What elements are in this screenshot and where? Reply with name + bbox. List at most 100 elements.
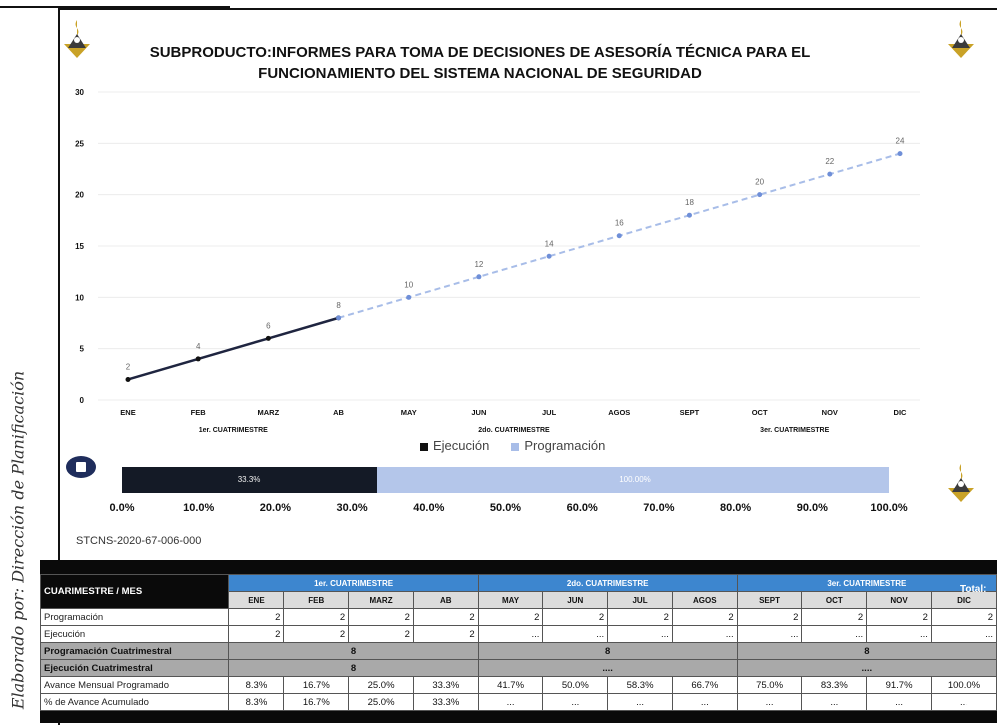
schedule-table: CUARIMESTRE / MES 1er. CUATRIMESTRE 2do. C… <box>39 560 997 723</box>
table-cell: ... <box>801 625 868 643</box>
table-cell: ... <box>477 693 544 711</box>
legend-swatch <box>420 442 428 451</box>
legend-label: Programación <box>524 438 606 453</box>
table-cell: 2 <box>228 625 285 643</box>
row-label: Avance Mensual Programado <box>39 676 230 694</box>
top-rule <box>0 0 230 8</box>
month-header: DIC <box>930 591 997 609</box>
legend-item-ejecucion: Ejecución <box>420 438 489 453</box>
y-tick-label: 0 <box>80 396 85 405</box>
table-cell: 2 <box>348 608 414 626</box>
month-header: AB <box>412 591 479 609</box>
chart-title: SUBPRODUCTO:INFORMES PARA TOMA DE DECISI… <box>100 42 860 84</box>
y-tick-label: 10 <box>75 293 84 302</box>
table-cell: 8.3% <box>228 676 285 694</box>
emblem-icon <box>946 18 976 60</box>
group-label: 2do. CUATRIMESTRE <box>478 427 550 434</box>
quarter-header: 2do. CUATRIMESTRE <box>477 574 738 592</box>
table-cell: 2 <box>348 625 414 643</box>
data-label: 4 <box>196 342 201 351</box>
data-point <box>265 335 271 341</box>
y-tick-label: 25 <box>75 139 84 148</box>
table-cell: 2 <box>412 608 479 626</box>
data-point <box>757 192 763 198</box>
data-point <box>125 376 131 382</box>
progress-execution-label: 33.3% <box>237 475 261 484</box>
data-label: 8 <box>336 301 341 310</box>
table-row: Programación 2 2 2 2 2 2 2 2 2 2 2 2 <box>39 608 997 626</box>
table-cell: 25.0% <box>348 693 414 711</box>
table-cell: 2 <box>477 608 544 626</box>
table-cell: ... <box>671 693 738 711</box>
x-tick-label: AGOS <box>608 408 630 417</box>
table-cell: 66.7% <box>671 676 738 694</box>
table-cell: 2 <box>283 608 350 626</box>
group-label: 3er. CUATRIMESTRE <box>760 427 829 434</box>
calendar-icon <box>66 456 96 478</box>
progress-axis-label: 0.0% <box>109 502 135 514</box>
table-cell: 2 <box>736 608 803 626</box>
data-label: 6 <box>266 321 271 330</box>
data-label: 18 <box>685 198 694 207</box>
table-cell: 83.3% <box>801 676 868 694</box>
table-cell: ... <box>736 625 803 643</box>
legend-label: Ejecución <box>433 438 490 453</box>
row-label: Programación <box>39 608 230 626</box>
data-point <box>336 315 342 321</box>
progress-axis-label: 20.0% <box>259 502 291 514</box>
report-frame <box>58 8 997 725</box>
table-cell: 91.7% <box>866 676 932 694</box>
table-cell: ... <box>930 693 997 711</box>
data-point <box>406 294 412 300</box>
month-header: ENE <box>228 591 285 609</box>
table-cell: 2 <box>412 625 479 643</box>
data-point <box>897 151 903 157</box>
table-row: Ejecución 2 2 2 2........................ <box>39 625 997 643</box>
x-tick-label: ENE <box>120 408 135 417</box>
table-cell: 16.7% <box>283 693 350 711</box>
y-tick-label: 20 <box>75 191 84 200</box>
table-row: Programación Cuatrimestral 8 8 8 <box>39 642 997 660</box>
data-point <box>476 274 482 280</box>
table-cell: 2 <box>228 608 285 626</box>
row-label: Ejecución Cuatrimestral <box>39 659 230 677</box>
total-value: 100.00 <box>964 697 990 707</box>
x-tick-label: MAY <box>401 408 417 417</box>
data-label: 14 <box>545 239 554 248</box>
data-label: 16 <box>615 219 624 228</box>
progress-axis-label: 40.0% <box>413 502 445 514</box>
progress-axis-label: 30.0% <box>336 502 368 514</box>
month-header: JUL <box>607 591 673 609</box>
quarter-cell: 8 <box>477 642 738 660</box>
progress-execution <box>122 467 378 493</box>
chart-title-line: SUBPRODUCTO:INFORMES PARA TOMA DE DECISI… <box>149 44 811 61</box>
progress-axis-label: 100.0% <box>870 502 908 514</box>
table-cell: ... <box>801 693 868 711</box>
y-tick-label: 15 <box>75 242 84 251</box>
x-tick-label: SEPT <box>680 408 700 417</box>
month-header: MAY <box>477 591 544 609</box>
table-cell: 2 <box>542 608 609 626</box>
progress-axis-label: 80.0% <box>719 502 752 514</box>
month-header: OCT <box>801 591 868 609</box>
table-cell: ... <box>736 693 803 711</box>
group-label: 1er. CUATRIMESTRE <box>199 427 268 434</box>
table-cell: 2 <box>801 608 868 626</box>
progress-axis-label: 90.0% <box>796 502 828 514</box>
progress-axis-label: 10.0% <box>183 502 215 514</box>
table-cell: 33.3% <box>412 676 479 694</box>
table-cell: 25.0% <box>348 676 414 694</box>
table-month-row: ENE FEB MARZ AB MAY JUN JUL AGOS SEPT OCT NOV DIC <box>41 591 997 609</box>
quarter-cell: .... <box>736 659 997 677</box>
progress-axis-label: 70.0% <box>643 502 675 514</box>
table-cell: 50.0% <box>542 676 609 694</box>
x-tick-label: DIC <box>894 408 908 417</box>
table-cell: 2 <box>866 608 932 626</box>
emblem-icon <box>62 18 92 60</box>
series-line <box>127 316 339 381</box>
quarter-cell: 8 <box>228 659 479 677</box>
month-header: JUN <box>542 591 609 609</box>
table-cell: ... <box>930 625 997 643</box>
month-header: AGOS <box>671 591 738 609</box>
month-header: MARZ <box>348 591 414 609</box>
